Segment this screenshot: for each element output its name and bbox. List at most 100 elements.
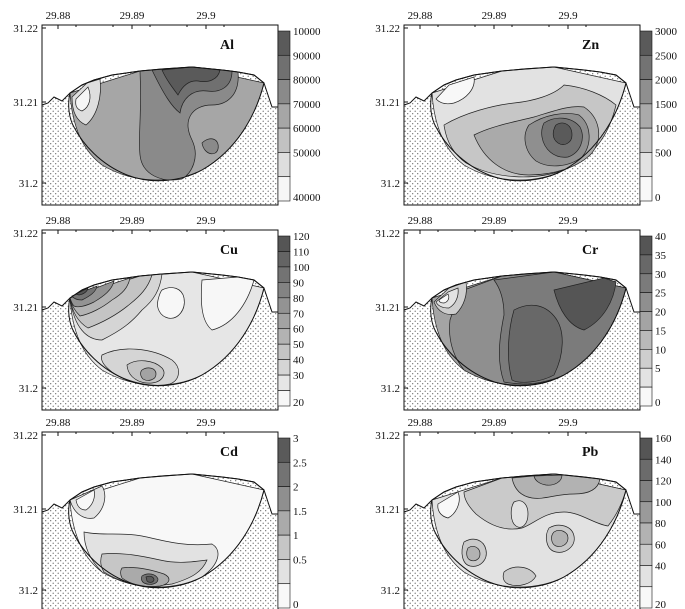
scale-label: 40	[655, 561, 667, 573]
scale-swatch	[277, 30, 291, 56]
scale-swatch	[639, 127, 653, 153]
scale-swatch	[639, 311, 653, 331]
latitude-axis: 31.22 31.21 31.2	[375, 430, 408, 597]
basin-outline	[68, 66, 265, 182]
scale-label: 2500	[655, 50, 678, 62]
map-panel-al: Al 29.88 29.89 29.9 31.22 31.21 31.2 10000 90…	[13, 10, 321, 206]
lon-tick-label: 29.88	[408, 10, 433, 22]
contour-band	[510, 500, 529, 528]
basin-outline	[430, 473, 627, 589]
contour-band	[553, 277, 617, 331]
scale-swatch	[277, 328, 291, 345]
lon-tick-label: 29.89	[482, 10, 507, 22]
scale-label: 110	[293, 246, 310, 258]
scale-swatch	[277, 79, 291, 105]
scale-label: 2.5	[293, 457, 307, 469]
scale-swatch	[639, 386, 653, 407]
scale-label: 120	[655, 476, 672, 488]
contour-band	[75, 489, 95, 511]
sky-area	[42, 25, 278, 107]
lat-tick-label: 31.21	[13, 504, 38, 516]
scale-swatch	[277, 559, 291, 585]
lat-tick-label: 31.22	[375, 23, 400, 35]
scale-swatch	[639, 349, 653, 369]
scale-swatch	[639, 79, 653, 105]
scale-label: 500	[655, 147, 672, 159]
scale-swatch	[639, 586, 653, 609]
scale-label: 20	[293, 397, 305, 409]
lat-tick-label: 31.2	[19, 585, 38, 597]
scale-swatch	[639, 565, 653, 588]
basin-outline	[430, 66, 627, 182]
scale-label: 60	[655, 539, 667, 551]
scale-swatch	[639, 330, 653, 350]
lon-tick-label: 29.89	[120, 417, 145, 429]
scale-label: 120	[293, 231, 310, 243]
scale-swatch	[277, 103, 291, 129]
scale-label: 0	[655, 397, 661, 409]
sky-area	[404, 432, 640, 514]
longitude-axis: 29.88 29.89 29.9	[408, 10, 587, 29]
scale-swatch	[277, 534, 291, 560]
scale-swatch	[639, 543, 653, 566]
lon-tick-label: 29.9	[558, 417, 578, 429]
scale-swatch	[277, 54, 291, 80]
contour-band	[508, 304, 563, 383]
lat-tick-label: 31.22	[375, 430, 400, 442]
latitude-axis: 31.22 31.21 31.2	[375, 23, 408, 190]
scale-swatch	[277, 486, 291, 512]
scale-label: 10	[655, 344, 667, 356]
scale-swatch	[277, 297, 291, 314]
contour-field	[69, 271, 265, 386]
scale-label: 90000	[293, 50, 321, 62]
element-label: Al	[220, 38, 234, 53]
scale-label: 40	[293, 355, 305, 367]
sky-area	[404, 230, 640, 312]
scale-label: 0	[293, 599, 299, 609]
lat-tick-label: 31.21	[375, 302, 400, 314]
scale-label: 35	[655, 250, 667, 262]
basin-outline	[68, 271, 265, 387]
scale-label: 70	[293, 308, 305, 320]
scale-label: 100	[655, 497, 672, 509]
scale-swatch	[277, 359, 291, 376]
color-scale: 3 2.5 2 1.5 1 0.5 0	[277, 433, 307, 609]
scale-swatch	[639, 235, 653, 256]
contour-band	[551, 530, 569, 547]
scale-swatch	[277, 251, 291, 268]
contour-field	[431, 271, 627, 386]
scale-label: 20	[655, 307, 667, 319]
scale-label: 90	[293, 277, 305, 289]
scale-label: 1	[293, 530, 299, 542]
lon-tick-label: 29.9	[558, 10, 578, 22]
lon-tick-label: 29.88	[408, 417, 433, 429]
scale-swatch	[639, 458, 653, 481]
lon-tick-label: 29.88	[46, 417, 71, 429]
contour-band	[200, 276, 255, 331]
scale-swatch	[639, 292, 653, 312]
latitude-axis: 31.22 31.21 31.2	[13, 23, 46, 190]
scale-swatch	[639, 103, 653, 129]
longitude-axis: 29.88 29.89 29.9	[408, 215, 587, 234]
scale-label: 30	[293, 370, 305, 382]
scale-label: 140	[655, 454, 672, 466]
scale-label: 50	[293, 339, 305, 351]
scale-swatch	[639, 54, 653, 80]
lon-tick-label: 29.9	[196, 215, 216, 227]
scale-swatch	[277, 312, 291, 330]
scale-swatch	[639, 30, 653, 56]
scale-swatch	[277, 282, 291, 299]
scale-label: 70000	[293, 99, 321, 111]
scale-label: 30	[655, 269, 667, 281]
scale-swatch	[277, 437, 291, 463]
element-label: Cd	[220, 445, 238, 460]
scale-swatch	[639, 501, 653, 524]
scale-swatch	[639, 152, 653, 178]
scale-swatch	[639, 480, 653, 503]
scale-swatch	[277, 152, 291, 178]
contour-band	[438, 293, 450, 304]
contour-band	[69, 274, 153, 329]
color-scale: 40 35 30 25 20 15 10 5 0	[639, 231, 667, 409]
contour-field	[431, 66, 627, 181]
